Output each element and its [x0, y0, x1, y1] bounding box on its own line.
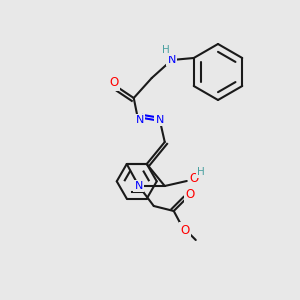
Text: N: N — [168, 55, 176, 65]
Text: N: N — [136, 115, 144, 125]
Text: O: O — [109, 76, 119, 89]
Text: N: N — [156, 115, 164, 125]
Text: H: H — [162, 45, 169, 55]
Text: O: O — [180, 224, 189, 236]
Text: O: O — [189, 172, 198, 184]
Text: O: O — [185, 188, 194, 202]
Text: N: N — [135, 181, 143, 191]
Text: H: H — [197, 167, 205, 177]
